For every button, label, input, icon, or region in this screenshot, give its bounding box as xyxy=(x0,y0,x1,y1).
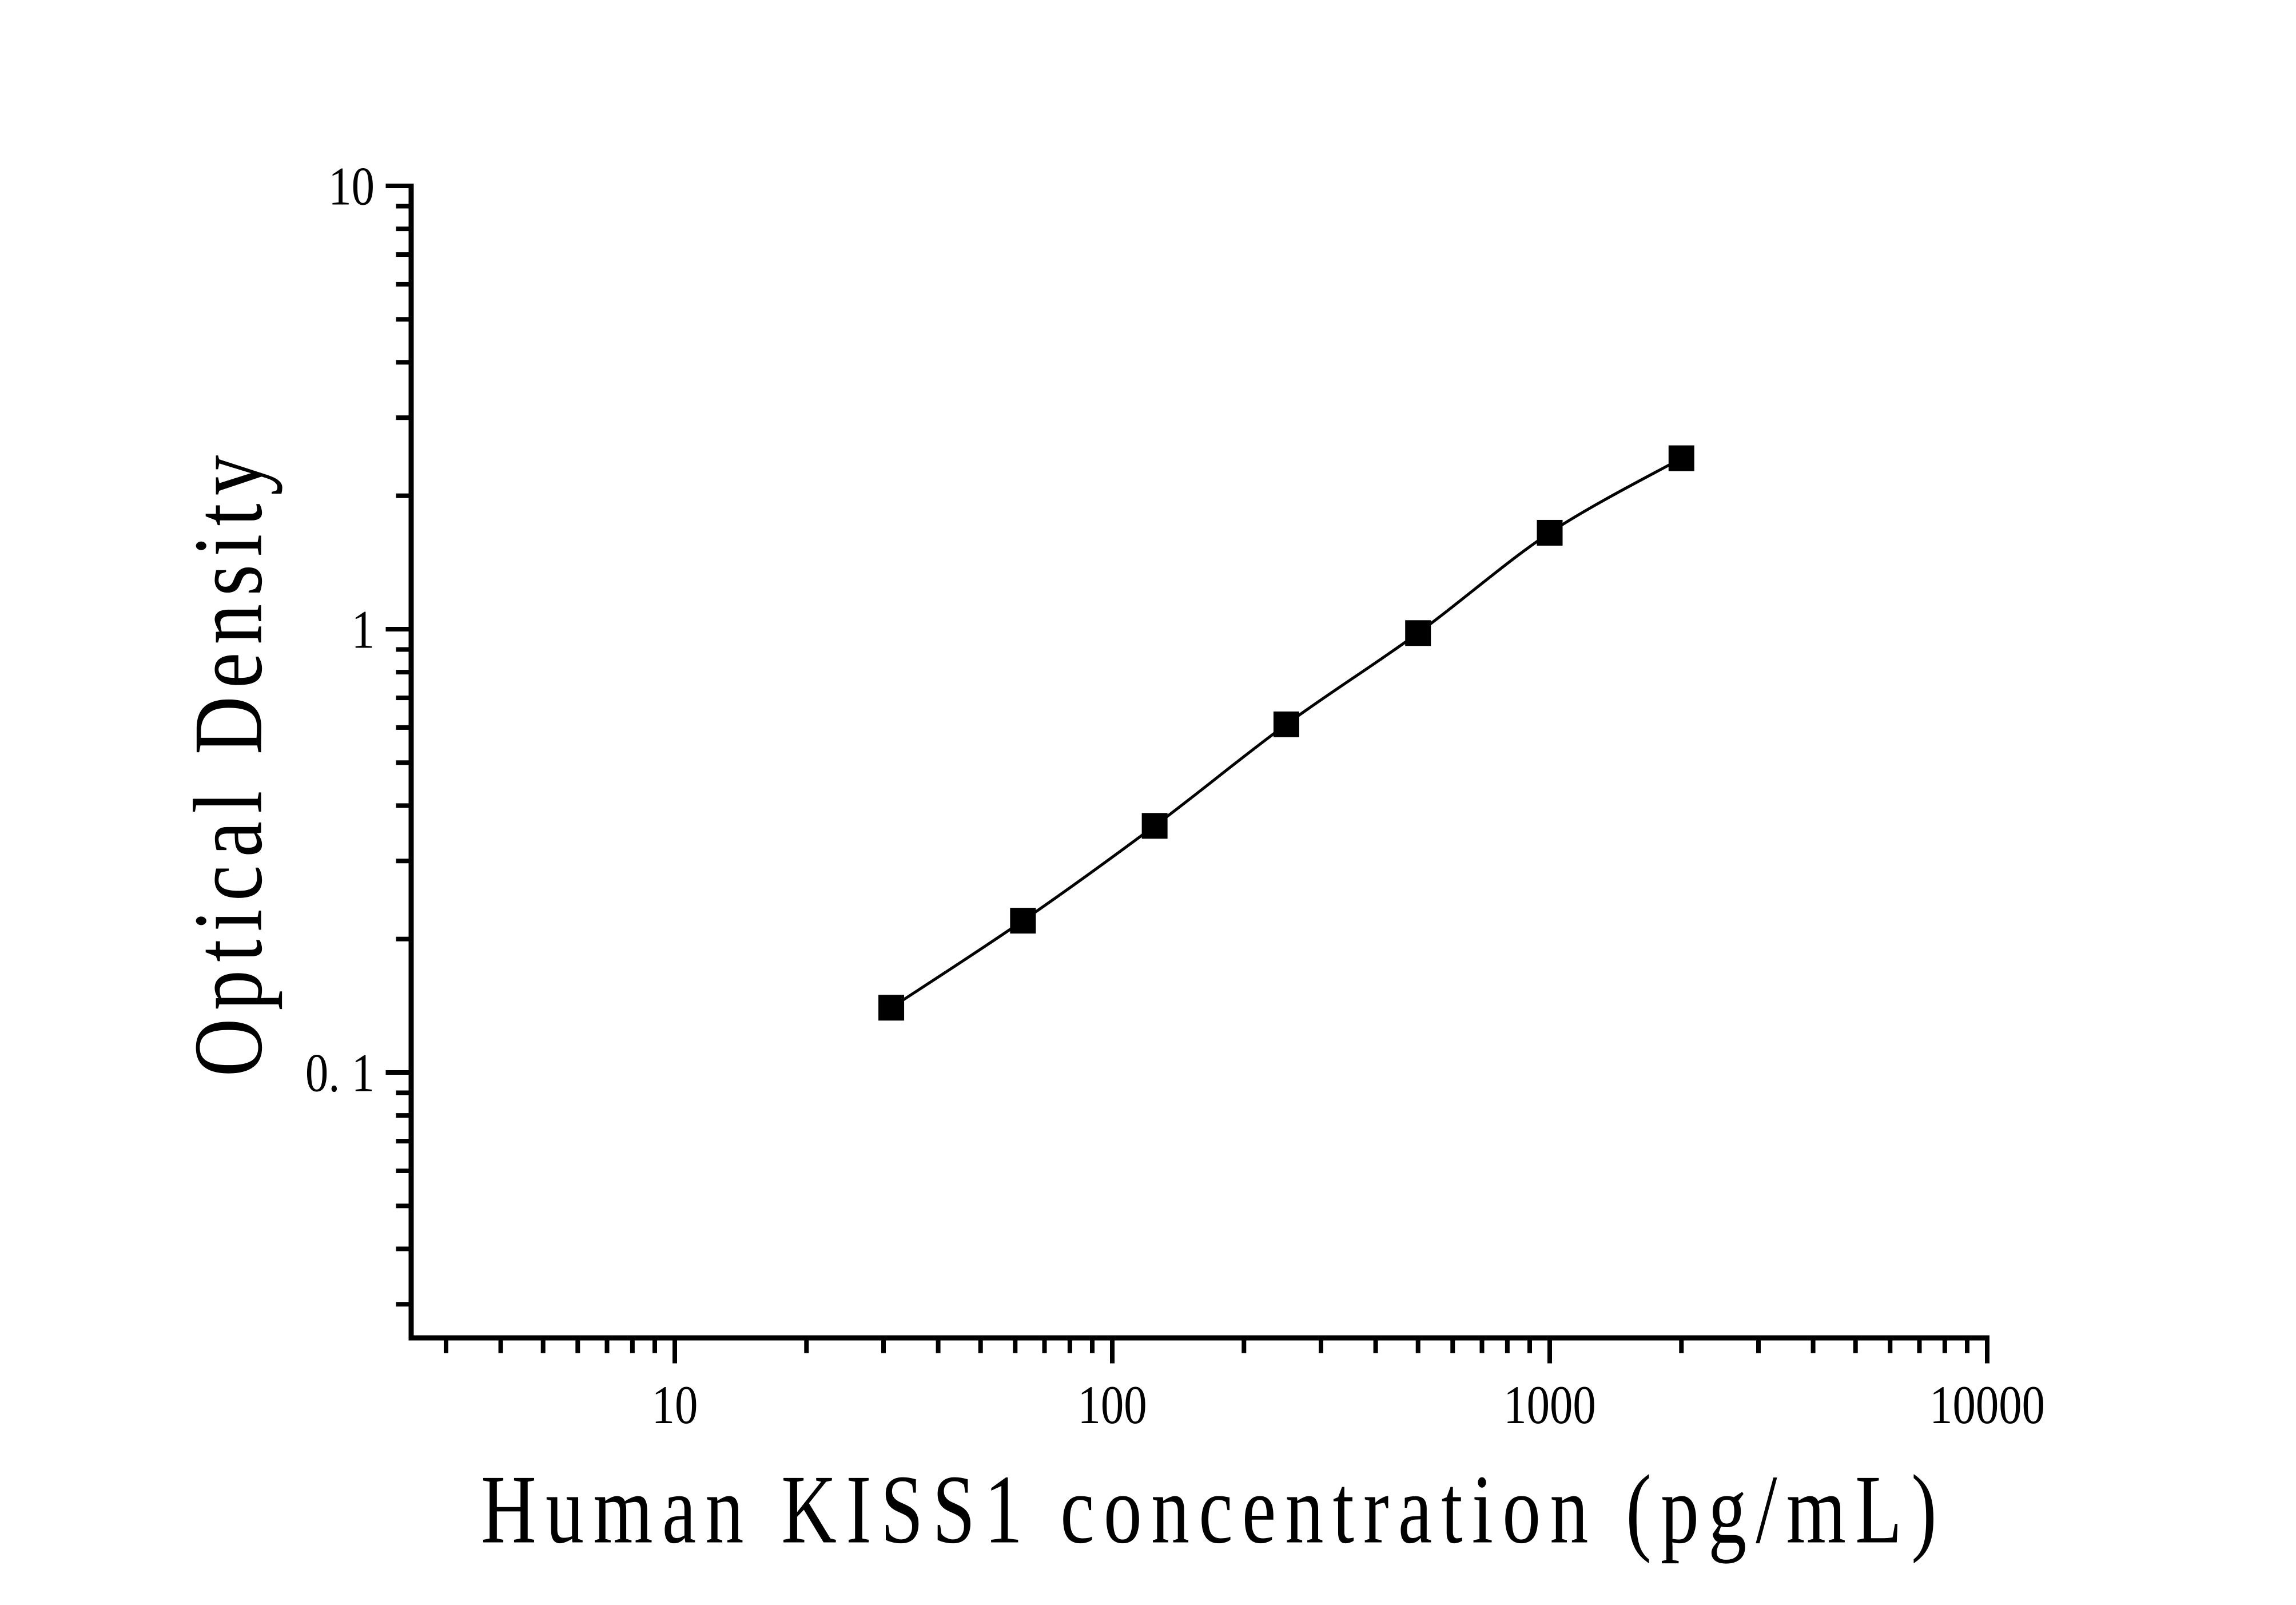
data-point-marker xyxy=(1273,711,1299,737)
data-point-marker xyxy=(1010,908,1036,934)
y-minor-tick xyxy=(396,1139,411,1144)
x-minor-tick xyxy=(1318,1335,1323,1353)
y-tick-label: 1 xyxy=(352,599,375,660)
x-minor-tick xyxy=(881,1335,886,1353)
x-minor-tick xyxy=(540,1335,546,1353)
y-minor-tick xyxy=(396,1203,411,1209)
x-minor-tick xyxy=(652,1335,657,1353)
x-minor-tick xyxy=(1756,1335,1761,1353)
y-minor-tick xyxy=(396,281,411,287)
x-minor-tick xyxy=(1089,1335,1095,1353)
x-minor-tick xyxy=(1042,1335,1047,1353)
y-minor-tick xyxy=(396,204,411,209)
x-minor-tick xyxy=(1241,1335,1247,1353)
y-minor-tick xyxy=(396,227,411,232)
y-minor-tick xyxy=(396,252,411,257)
x-tick-label: 100 xyxy=(1077,1375,1147,1436)
x-minor-tick xyxy=(443,1335,448,1353)
x-minor-tick xyxy=(1505,1335,1510,1353)
y-major-tick xyxy=(385,184,411,188)
x-minor-tick xyxy=(1679,1335,1684,1353)
x-axis-line xyxy=(408,1335,1989,1341)
x-minor-tick xyxy=(804,1335,809,1353)
x-tick-label: 1000 xyxy=(1503,1375,1595,1436)
y-major-tick xyxy=(385,627,411,631)
x-minor-tick xyxy=(978,1335,983,1353)
x-major-tick xyxy=(1110,1335,1115,1364)
y-minor-tick xyxy=(396,696,411,701)
data-point-marker xyxy=(1668,445,1694,471)
x-minor-tick xyxy=(1415,1335,1420,1353)
x-tick-label: 10 xyxy=(652,1375,698,1436)
y-minor-tick xyxy=(396,859,411,864)
x-minor-tick xyxy=(1888,1335,1893,1353)
y-tick-label: 10 xyxy=(328,156,375,217)
y-minor-tick xyxy=(396,803,411,808)
data-point-marker xyxy=(1405,620,1431,646)
x-minor-tick xyxy=(936,1335,941,1353)
y-minor-tick xyxy=(396,360,411,365)
x-minor-tick xyxy=(1810,1335,1816,1353)
y-minor-tick xyxy=(396,1246,411,1252)
x-minor-tick xyxy=(1013,1335,1018,1353)
y-minor-tick xyxy=(396,1168,411,1173)
x-minor-tick xyxy=(1479,1335,1485,1353)
data-point-marker xyxy=(1537,519,1563,546)
y-major-tick xyxy=(385,1070,411,1075)
x-major-tick xyxy=(1547,1335,1552,1364)
y-minor-tick xyxy=(396,936,411,941)
x-major-tick xyxy=(673,1335,677,1364)
y-minor-tick xyxy=(396,493,411,498)
y-axis-title: Optical Density xyxy=(174,447,283,1077)
y-minor-tick xyxy=(396,760,411,765)
x-axis-title: Human KISS1 concentration (pg/mL) xyxy=(481,1455,1946,1564)
y-minor-tick xyxy=(396,415,411,420)
x-minor-tick xyxy=(1917,1335,1922,1353)
x-minor-tick xyxy=(1964,1335,1969,1353)
y-minor-tick xyxy=(396,670,411,675)
x-minor-tick xyxy=(1373,1335,1378,1353)
data-point-marker xyxy=(1141,813,1168,839)
x-minor-tick xyxy=(1527,1335,1532,1353)
x-major-tick xyxy=(1985,1335,1989,1364)
x-minor-tick xyxy=(1942,1335,1947,1353)
x-minor-tick xyxy=(1067,1335,1072,1353)
x-minor-tick xyxy=(498,1335,503,1353)
y-minor-tick xyxy=(396,1302,411,1307)
y-minor-tick xyxy=(396,1090,411,1095)
y-minor-tick xyxy=(396,1113,411,1118)
x-minor-tick xyxy=(575,1335,580,1353)
y-minor-tick xyxy=(396,647,411,652)
y-minor-tick xyxy=(396,317,411,322)
x-minor-tick xyxy=(1450,1335,1455,1353)
data-point-marker xyxy=(878,995,905,1021)
y-tick-label: 0. 1 xyxy=(305,1043,375,1103)
x-minor-tick xyxy=(630,1335,635,1353)
x-tick-label: 10000 xyxy=(1929,1375,2045,1436)
x-minor-tick xyxy=(1853,1335,1858,1353)
y-minor-tick xyxy=(396,725,411,730)
x-minor-tick xyxy=(604,1335,610,1353)
